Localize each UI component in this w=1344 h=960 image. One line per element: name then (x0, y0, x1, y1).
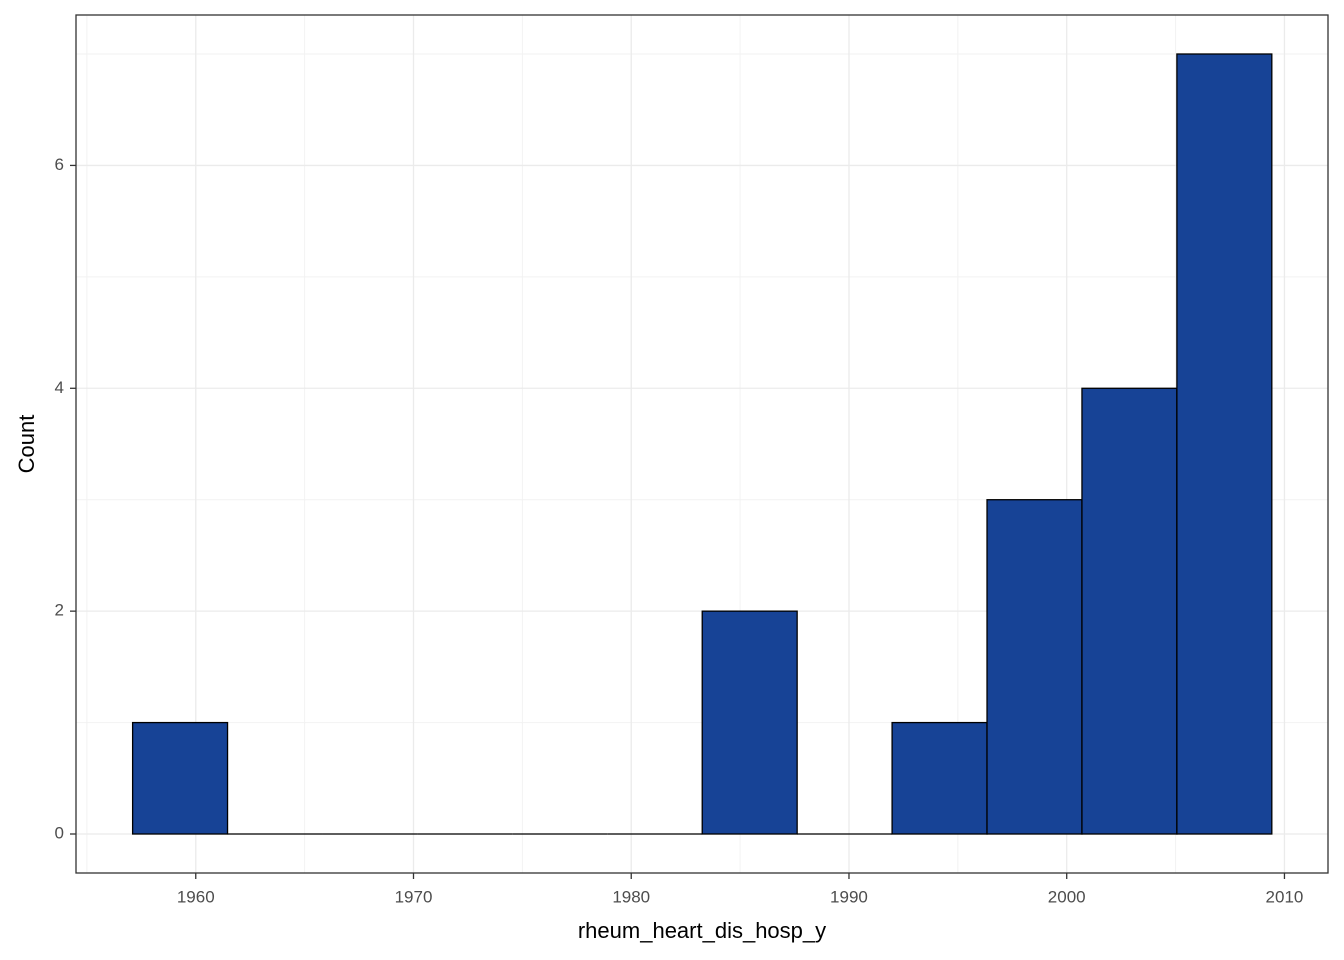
y-axis-title: Count (14, 415, 39, 474)
x-tick-label: 1970 (395, 887, 433, 906)
bar (131, 721, 229, 835)
x-tick-label: 1980 (612, 887, 650, 906)
bar (1081, 387, 1178, 835)
x-tick-label: 1990 (830, 887, 868, 906)
y-tick-label: 4 (55, 378, 64, 397)
panel-border (75, 14, 1329, 874)
y-tick-label: 2 (55, 601, 64, 620)
x-tick-label: 1960 (177, 887, 215, 906)
bar (701, 610, 798, 835)
x-tick-label: 2010 (1266, 887, 1304, 906)
x-tick-label: 2000 (1048, 887, 1086, 906)
y-tick-label: 6 (55, 155, 64, 174)
bar (891, 721, 988, 835)
x-axis-title: rheum_heart_dis_hosp_y (578, 918, 826, 943)
y-tick-label: 0 (55, 823, 64, 842)
bar (1176, 53, 1273, 835)
bar (986, 499, 1083, 835)
